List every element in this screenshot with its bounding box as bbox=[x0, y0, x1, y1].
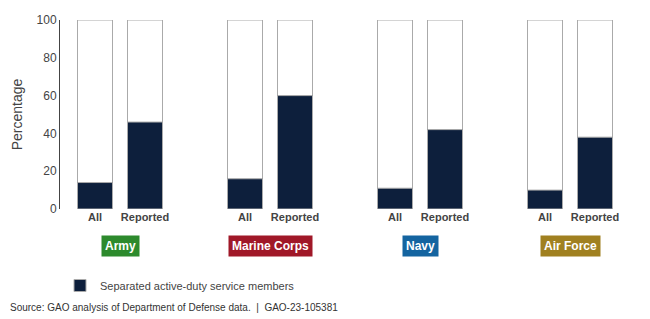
svg-text:All: All bbox=[238, 211, 252, 223]
svg-text:Source: GAO analysis of Depart: Source: GAO analysis of Department of De… bbox=[10, 302, 338, 313]
svg-text:Percentage: Percentage bbox=[9, 78, 25, 150]
svg-text:40: 40 bbox=[43, 127, 57, 141]
svg-text:20: 20 bbox=[43, 164, 57, 178]
svg-text:Marine Corps: Marine Corps bbox=[232, 239, 309, 253]
svg-text:0: 0 bbox=[50, 202, 57, 216]
svg-text:Air Force: Air Force bbox=[544, 239, 597, 253]
svg-text:100: 100 bbox=[37, 13, 57, 27]
svg-text:Reported: Reported bbox=[571, 211, 619, 223]
svg-text:Navy: Navy bbox=[406, 239, 435, 253]
svg-text:80: 80 bbox=[43, 51, 57, 65]
svg-text:Reported: Reported bbox=[121, 211, 169, 223]
svg-text:60: 60 bbox=[43, 89, 57, 103]
svg-text:All: All bbox=[538, 211, 552, 223]
svg-text:Reported: Reported bbox=[271, 211, 319, 223]
svg-text:Separated active-duty service: Separated active-duty service members bbox=[100, 280, 294, 292]
svg-text:Army: Army bbox=[105, 239, 136, 253]
svg-text:All: All bbox=[388, 211, 402, 223]
svg-text:Reported: Reported bbox=[421, 211, 469, 223]
svg-text:All: All bbox=[88, 211, 102, 223]
